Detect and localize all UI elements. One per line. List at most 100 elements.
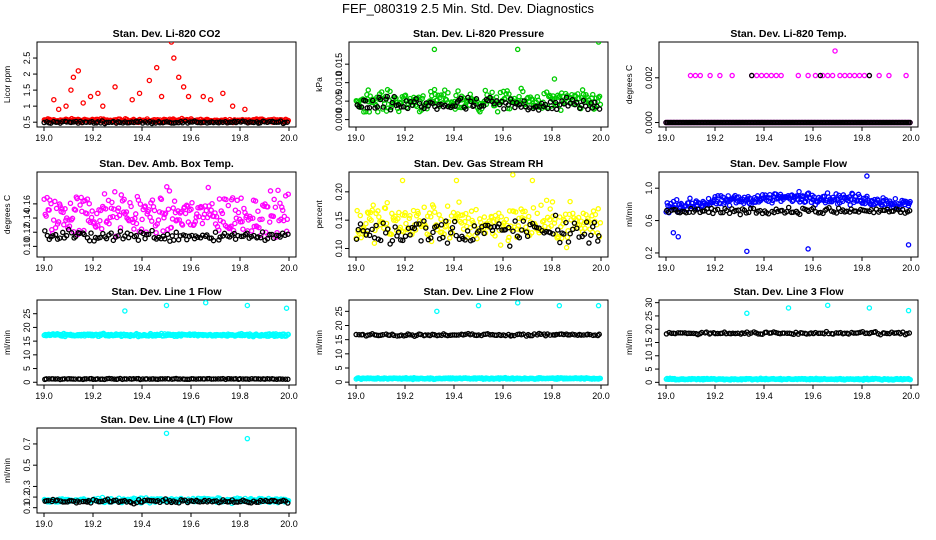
point-series-b [377, 96, 384, 103]
point-series-b [557, 239, 563, 246]
point-series-a [548, 223, 555, 229]
point-series-a [473, 206, 479, 213]
x-tick-label: 19.0 [657, 263, 675, 273]
x-tick-label: 20.0 [280, 519, 298, 529]
point-series-a [266, 219, 273, 225]
point-series-b [353, 236, 360, 242]
point-series-b [170, 498, 177, 504]
point-series-b [571, 220, 578, 226]
point-series-a [434, 308, 440, 315]
point-series-a [203, 207, 210, 214]
point-series-b [285, 231, 291, 237]
plot-frame [348, 171, 609, 258]
y-tick-label: 0.10 [22, 238, 32, 256]
point-series-b [739, 330, 745, 336]
point-series-b [817, 72, 824, 79]
point-series-a [360, 225, 367, 231]
point-series-a [432, 91, 439, 98]
point-series-b [527, 105, 533, 111]
point-series-a [202, 300, 209, 306]
x-tick-label: 19.4 [133, 391, 151, 401]
x-tick-label: 19.6 [494, 133, 512, 143]
point-series-a [43, 213, 49, 219]
point-series-a [55, 106, 62, 113]
y-tick-label: 5 [334, 365, 344, 370]
point-series-b [462, 237, 468, 243]
panel-1: Stan. Dev. Li-820 CO2 Licor ppm 19.0 19.2 19… [2, 28, 298, 143]
point-series-b [588, 232, 594, 239]
point-series-b [267, 231, 273, 238]
plot-frame [658, 299, 919, 386]
point-series-b [108, 376, 115, 382]
point-series-a [847, 72, 853, 79]
point-series-a [491, 219, 497, 225]
point-series-a [489, 89, 495, 96]
point-series-a [151, 207, 158, 214]
point-series-b [536, 225, 542, 231]
point-series-a [556, 302, 563, 309]
point-series-b [554, 227, 561, 233]
point-series-a [196, 213, 202, 220]
point-series-b [216, 237, 222, 243]
point-series-a [112, 84, 118, 90]
x-tick-label: 19.2 [706, 391, 724, 401]
point-series-b [585, 106, 591, 113]
point-series-a [773, 72, 780, 79]
point-series-b [150, 119, 156, 125]
y-axis-label: percent [314, 200, 324, 229]
y-tick-label: 0.3 [22, 480, 32, 493]
plot-frame [36, 41, 297, 128]
y-tick-label: 0.20 [334, 183, 344, 201]
point-series-b [547, 99, 554, 105]
point-series-a [161, 215, 167, 221]
point-series-b [452, 103, 458, 109]
point-series-b [573, 99, 580, 106]
point-series-b [224, 120, 231, 126]
point-series-b [357, 221, 364, 227]
point-series-a [406, 215, 413, 222]
point-series-a [516, 215, 522, 222]
point-series-b [173, 229, 180, 236]
y-axis-label: kPa [314, 77, 324, 92]
points [663, 302, 913, 383]
point-series-b [595, 238, 601, 244]
point-series-b [692, 207, 698, 213]
x-tick-label: 19.0 [347, 391, 365, 401]
point-series-b [482, 222, 489, 229]
point-series-a [70, 74, 77, 81]
point-series-b [398, 104, 404, 110]
point-series-a [118, 192, 125, 198]
point-series-a [238, 195, 244, 201]
point-series-b [43, 497, 50, 504]
point-series-b [478, 103, 485, 109]
point-series-a [164, 184, 170, 190]
point-series-a [243, 212, 250, 219]
point-series-b [462, 331, 469, 338]
point-series-a [242, 106, 248, 113]
x-tick-label: 19.2 [84, 391, 102, 401]
point-series-b [50, 233, 56, 239]
x-tick-label: 20.0 [592, 133, 610, 143]
plot-frame [658, 171, 919, 258]
point-series-a [205, 184, 212, 191]
point-series-b [587, 331, 593, 338]
point-series-b [428, 235, 434, 241]
point-series-b [444, 240, 451, 246]
point-series-b [88, 230, 94, 236]
point-series-a [595, 302, 602, 309]
point-series-b [406, 332, 413, 338]
x-tick-label: 19.0 [35, 519, 53, 529]
point-series-b [552, 99, 559, 106]
point-series-a [138, 226, 145, 232]
point-series-a [886, 72, 892, 79]
point-series-b [128, 499, 134, 506]
point-series-a [244, 302, 251, 309]
point-series-a [267, 188, 274, 194]
point-series-a [431, 86, 438, 93]
point-series-b [884, 330, 890, 337]
point-series-b [133, 232, 140, 239]
point-series-a [575, 91, 581, 97]
point-series-a [474, 98, 480, 104]
point-series-b [405, 105, 411, 112]
point-series-b [861, 207, 868, 214]
